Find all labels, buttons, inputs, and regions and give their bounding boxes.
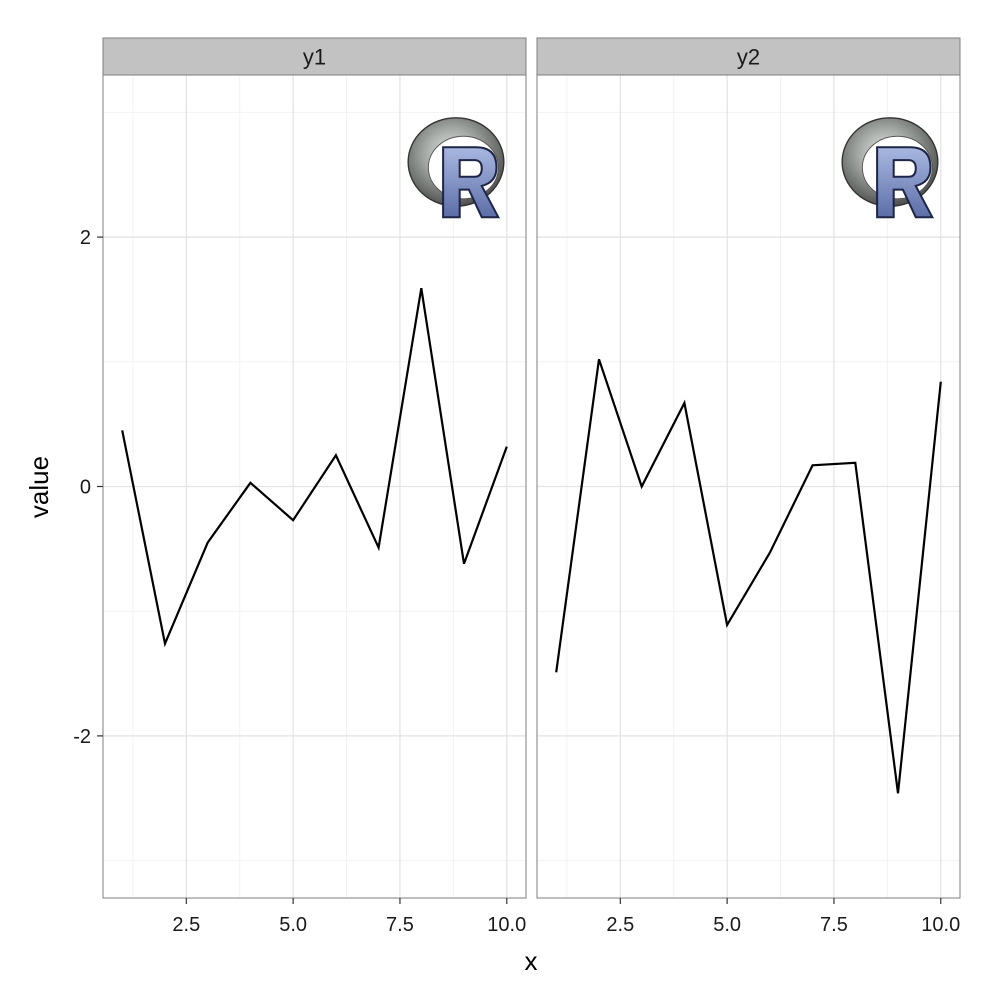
panel-border (536, 74, 961, 899)
series-line-y1 (121, 288, 508, 648)
facet-strip (102, 37, 527, 76)
x-tick-label: 10.0 (487, 914, 526, 936)
y-axis-title: value (24, 456, 54, 518)
x-axis-title: x (525, 946, 538, 976)
facet-panel-y1: y1 2.5 5.0 7.5 10.0 -2 0 2 (73, 37, 527, 936)
x-tick-label: 7.5 (386, 914, 414, 936)
y-tick-label: 2 (80, 227, 91, 249)
x-tick-label: 7.5 (820, 914, 848, 936)
y-tick-label: -2 (73, 726, 91, 748)
x-tick-label: 10.0 (921, 914, 960, 936)
facet-strip-label: y2 (737, 45, 760, 70)
x-tick-label: 2.5 (172, 914, 200, 936)
facet-panel-y2: y2 2.5 5.0 7.5 10.0 (536, 37, 961, 936)
series-line-y2 (555, 358, 942, 794)
y-tick-label: 0 (80, 477, 91, 499)
facet-strip (536, 37, 961, 76)
facet-strip-label: y1 (303, 45, 326, 70)
x-tick-label: 2.5 (606, 914, 634, 936)
x-tick-label: 5.0 (279, 914, 307, 936)
x-tick-label: 5.0 (713, 914, 741, 936)
